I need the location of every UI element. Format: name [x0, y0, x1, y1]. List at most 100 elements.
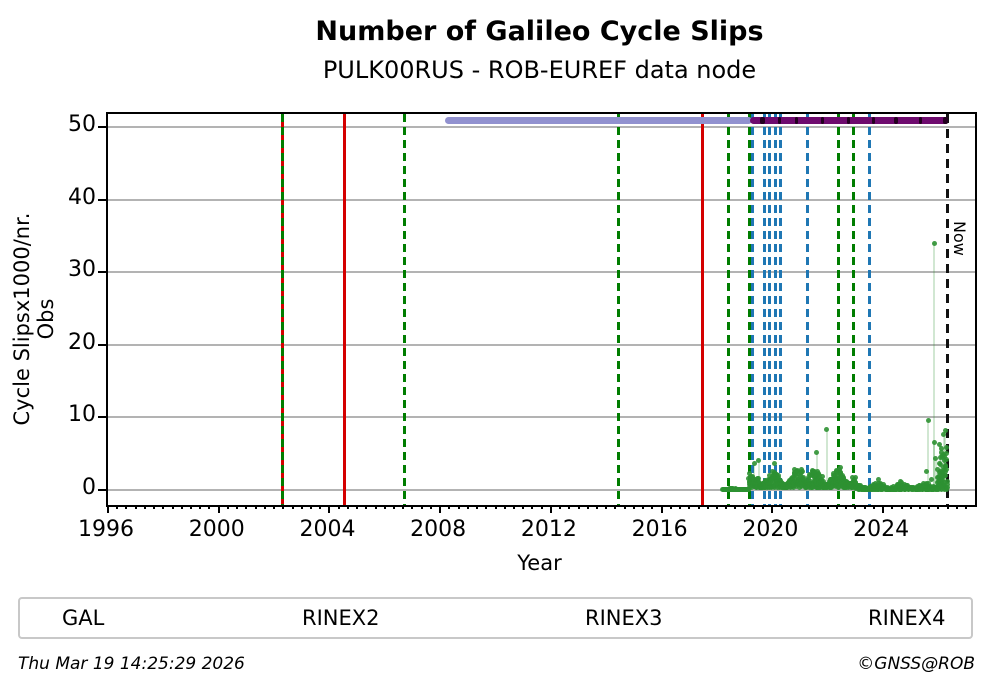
x-minor-tick: [872, 505, 875, 509]
gal-point: [797, 473, 803, 479]
x-minor-tick: [946, 505, 949, 509]
y-tick-label: 30: [68, 257, 96, 283]
x-minor-tick: [706, 505, 709, 509]
gal-point: [875, 477, 881, 483]
rinex-bar-rinex2: [444, 116, 752, 124]
x-tick-label: 1996: [78, 517, 134, 542]
x-minor-tick: [900, 505, 903, 509]
x-minor-tick: [162, 505, 165, 509]
legend: GAL RINEX2 RINEX3 RINEX4: [18, 597, 973, 639]
x-minor-tick: [965, 505, 968, 509]
event-line-green: [748, 114, 752, 505]
gal-point: [812, 468, 818, 474]
legend-item-rinex3: RINEX3: [567, 599, 663, 637]
gal-stem: [934, 458, 937, 488]
gal-point: [942, 427, 948, 433]
now-line: [946, 114, 950, 505]
gal-point: [835, 484, 841, 490]
rinex-bar-rinex4: [872, 116, 876, 124]
gal-point: [814, 450, 820, 456]
x-minor-tick: [937, 505, 940, 509]
y-tick: [98, 271, 106, 274]
event-line-blue: [868, 114, 872, 505]
y-gridline: [108, 343, 975, 346]
event-line-red: [701, 114, 705, 505]
x-minor-tick: [300, 505, 303, 509]
gal-point: [838, 465, 844, 471]
legend-label-rinex3: RINEX3: [585, 606, 663, 630]
x-minor-tick: [808, 505, 811, 509]
x-minor-tick: [909, 505, 912, 509]
x-minor-tick: [577, 505, 580, 509]
x-minor-tick: [466, 505, 469, 509]
x-tick-label: 2012: [520, 517, 577, 542]
x-minor-tick: [402, 505, 405, 509]
x-major-tick: [439, 505, 442, 513]
gal-point: [934, 466, 940, 472]
x-minor-tick: [928, 505, 931, 509]
gal-point: [756, 458, 762, 464]
event-line-blue: [806, 114, 810, 505]
x-minor-tick: [143, 505, 146, 509]
x-minor-tick: [448, 505, 451, 509]
x-minor-tick: [337, 505, 340, 509]
event-line-green: [852, 114, 856, 505]
x-minor-tick: [457, 505, 460, 509]
x-minor-tick: [208, 505, 211, 509]
x-minor-tick: [171, 505, 174, 509]
gal-point: [746, 470, 752, 476]
x-minor-tick: [688, 505, 691, 509]
gal-point: [925, 417, 931, 423]
gal-point: [937, 441, 943, 447]
x-minor-tick: [180, 505, 183, 509]
x-minor-tick: [540, 505, 543, 509]
legend-label-rinex4: RINEX4: [868, 606, 946, 630]
rinex-bar-rinex4: [820, 116, 825, 124]
gal-point: [943, 444, 949, 450]
rinex-bar-rinex4: [919, 116, 923, 124]
event-line-blue: [750, 114, 754, 505]
rinex3-dot-icon: [567, 614, 575, 623]
x-minor-tick: [854, 505, 857, 509]
x-major-tick: [771, 505, 774, 513]
x-minor-tick: [356, 505, 359, 509]
x-tick-label: 2024: [853, 517, 910, 542]
x-minor-tick: [420, 505, 423, 509]
x-minor-tick: [762, 505, 765, 509]
y-gridline: [108, 488, 975, 491]
gal-point: [938, 446, 944, 452]
x-minor-tick: [752, 505, 755, 509]
y-gridline: [108, 198, 975, 201]
gal-point: [820, 479, 826, 485]
gal-point: [800, 468, 806, 474]
y-tick: [98, 488, 106, 491]
x-major-tick: [549, 505, 552, 513]
x-minor-tick: [291, 505, 294, 509]
y-tick: [98, 343, 106, 346]
x-minor-tick: [531, 505, 534, 509]
gal-stem: [933, 442, 936, 488]
x-minor-tick: [586, 505, 589, 509]
legend-item-rinex2: RINEX2: [284, 599, 380, 637]
x-minor-tick: [697, 505, 700, 509]
x-minor-tick: [651, 505, 654, 509]
x-minor-tick: [725, 505, 728, 509]
gal-point: [942, 463, 948, 469]
y-tick-label: 20: [68, 329, 96, 355]
x-minor-tick: [799, 505, 802, 509]
x-minor-tick: [411, 505, 414, 509]
x-major-tick: [217, 505, 220, 513]
gal-point: [944, 481, 950, 487]
x-minor-tick: [734, 505, 737, 509]
x-minor-tick: [522, 505, 525, 509]
x-minor-tick: [199, 505, 202, 509]
gal-point: [831, 471, 837, 477]
x-minor-tick: [383, 505, 386, 509]
x-minor-tick: [226, 505, 229, 509]
event-line-red: [342, 114, 346, 505]
gal-stem: [757, 460, 760, 488]
x-minor-tick: [863, 505, 866, 509]
gal-stem: [927, 420, 930, 488]
gal-point: [776, 473, 782, 479]
